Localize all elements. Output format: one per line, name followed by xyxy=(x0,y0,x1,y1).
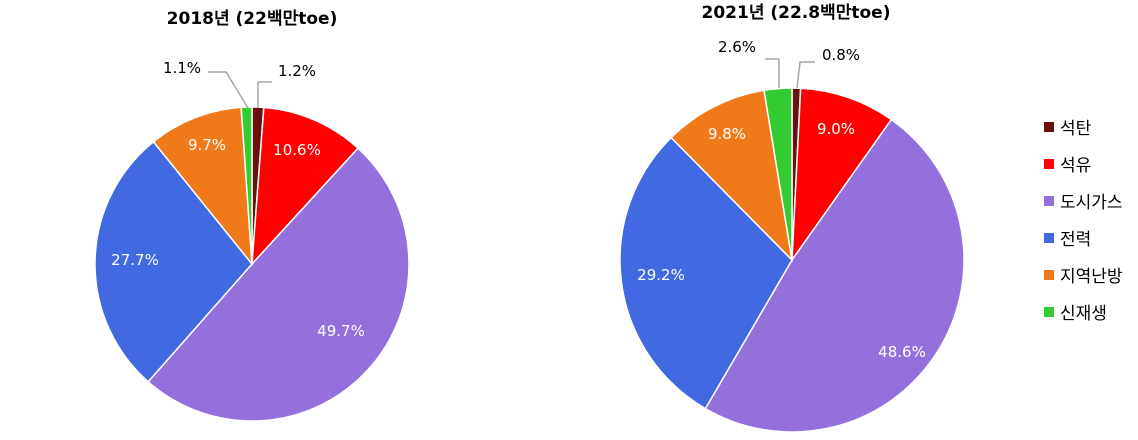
pie-slice-5 xyxy=(763,87,793,261)
pie-2018: 1.2% 10.6% 49.7% 27.7% 9.7% 1.1% xyxy=(94,59,410,422)
pie-slice-3 xyxy=(94,140,253,383)
leader-line xyxy=(765,58,780,88)
legend-item-district-heating: 지역난방 xyxy=(1044,256,1123,293)
slice-label: 1.2% xyxy=(278,62,316,80)
legend: 석탄 석유 도시가스 전력 지역난방 신재생 xyxy=(1044,108,1123,330)
slice-label: 0.8% xyxy=(822,46,860,64)
legend-label: 석탄 xyxy=(1060,119,1092,139)
slice-label: 1.1% xyxy=(163,59,201,77)
chart-title-2018: 2018년 (22백만toe) xyxy=(167,9,338,29)
legend-swatch xyxy=(1044,306,1054,317)
leader-line xyxy=(208,71,249,109)
legend-item-electricity: 전력 xyxy=(1044,219,1123,256)
legend-swatch xyxy=(1044,195,1054,206)
pie-slice-1 xyxy=(791,87,893,263)
legend-item-city-gas: 도시가스 xyxy=(1044,182,1123,219)
legend-label: 도시가스 xyxy=(1060,193,1123,213)
legend-item-oil: 석유 xyxy=(1044,145,1123,182)
legend-swatch xyxy=(1044,121,1054,132)
legend-swatch xyxy=(1044,158,1054,169)
leader-line xyxy=(796,61,815,89)
slice-label: 9.7% xyxy=(188,136,226,154)
pie-2021: 0.8% 9.0% 48.6% 29.2% 9.8% 2.6% xyxy=(619,38,965,433)
legend-label: 석유 xyxy=(1060,156,1092,176)
pie-slice-3 xyxy=(619,136,793,410)
pie-slice-1 xyxy=(251,106,360,267)
slice-label: 49.7% xyxy=(317,322,365,340)
legend-label: 지역난방 xyxy=(1060,267,1123,287)
legend-label: 전력 xyxy=(1060,230,1092,250)
slice-label: 27.7% xyxy=(111,251,159,269)
pie-slice-4 xyxy=(152,106,253,267)
slice-label: 2.6% xyxy=(718,38,756,56)
slice-label: 9.8% xyxy=(708,125,746,143)
legend-item-coal: 석탄 xyxy=(1044,108,1123,145)
leader-line xyxy=(257,81,272,108)
legend-label: 신재생 xyxy=(1060,304,1107,324)
legend-swatch xyxy=(1044,269,1054,280)
pie-slice-2 xyxy=(704,118,965,433)
slice-label: 10.6% xyxy=(273,141,321,159)
pie-slice-2 xyxy=(147,147,410,422)
slice-label: 48.6% xyxy=(878,343,926,361)
chart-title-2021: 2021년 (22.8백만toe) xyxy=(702,3,891,23)
slice-label: 9.0% xyxy=(817,120,855,138)
pie-slice-4 xyxy=(670,89,794,263)
legend-item-renewable: 신재생 xyxy=(1044,293,1123,330)
slice-label: 29.2% xyxy=(637,266,685,284)
legend-swatch xyxy=(1044,232,1054,243)
